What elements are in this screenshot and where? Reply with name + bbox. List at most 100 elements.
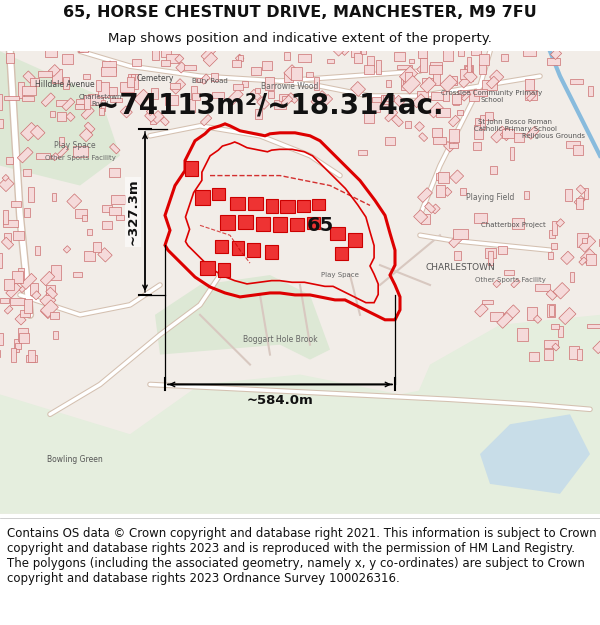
Bar [211, 73, 218, 81]
Bar [436, 185, 445, 197]
Bar [475, 125, 482, 139]
Bar [527, 308, 537, 321]
Bar [11, 201, 21, 208]
Bar [98, 248, 112, 262]
Bar [35, 246, 40, 254]
Polygon shape [400, 315, 600, 514]
Bar [579, 236, 596, 252]
Polygon shape [195, 191, 210, 206]
Bar [242, 81, 248, 87]
Polygon shape [312, 199, 325, 211]
Bar [580, 249, 596, 264]
Bar [11, 348, 16, 362]
Bar [6, 53, 14, 63]
Bar [232, 60, 241, 67]
Polygon shape [297, 201, 310, 212]
Bar [574, 196, 585, 206]
Bar [479, 54, 489, 65]
Bar [335, 39, 347, 51]
Bar [443, 141, 454, 152]
Bar [110, 98, 122, 102]
Bar [551, 324, 559, 329]
Bar [20, 309, 30, 317]
Bar [419, 132, 428, 142]
Bar [62, 54, 73, 64]
Bar [450, 170, 464, 184]
Bar [421, 214, 430, 224]
Text: Religious Grounds: Religious Grounds [521, 132, 584, 139]
Bar [529, 352, 539, 361]
Bar [1, 238, 14, 249]
Bar [24, 208, 30, 217]
Bar [88, 94, 103, 104]
Bar [0, 94, 2, 109]
Bar [31, 283, 38, 296]
Bar [415, 122, 424, 131]
Bar [23, 71, 35, 83]
Bar [370, 102, 380, 112]
Bar [458, 50, 464, 56]
Bar [46, 285, 55, 295]
Bar [31, 125, 45, 139]
Text: Barrowie Wood: Barrowie Wood [262, 81, 319, 91]
Bar [268, 91, 274, 98]
Bar [404, 81, 412, 88]
Bar [433, 71, 440, 85]
Bar [66, 112, 75, 121]
Bar [393, 95, 405, 107]
Bar [110, 144, 120, 154]
Bar [428, 102, 443, 118]
Bar [166, 54, 179, 63]
Bar [433, 137, 446, 144]
Bar [109, 168, 119, 177]
Bar [425, 202, 436, 213]
Bar [175, 54, 184, 63]
Bar [101, 100, 105, 111]
Bar [51, 264, 61, 280]
Bar [587, 86, 593, 96]
Bar [525, 79, 534, 91]
Polygon shape [280, 201, 295, 213]
Bar [94, 241, 101, 252]
Bar [0, 177, 14, 192]
Bar [454, 251, 461, 260]
Bar [6, 157, 13, 164]
Bar [535, 284, 550, 291]
Bar [440, 75, 457, 92]
Bar [227, 89, 243, 105]
Bar [460, 69, 467, 79]
Bar [364, 65, 374, 74]
Bar [461, 91, 471, 101]
Bar [82, 216, 87, 221]
Bar [480, 115, 485, 129]
Polygon shape [248, 198, 263, 211]
Bar [250, 89, 261, 101]
Bar [430, 62, 442, 69]
Polygon shape [230, 198, 245, 211]
Bar [517, 328, 529, 341]
Polygon shape [290, 218, 304, 231]
Polygon shape [266, 199, 278, 213]
Bar [314, 77, 319, 91]
Bar [381, 95, 391, 104]
Bar [131, 59, 141, 66]
Bar [40, 271, 55, 286]
Bar [367, 56, 374, 66]
Text: St John Bosco Roman
Catholic Primary School: St John Bosco Roman Catholic Primary Sch… [473, 119, 557, 132]
Bar [464, 69, 477, 83]
Bar [385, 137, 395, 145]
Bar [254, 109, 262, 119]
Bar [546, 289, 557, 300]
Bar [6, 282, 21, 298]
Bar [544, 340, 558, 348]
Bar [466, 66, 472, 72]
Bar [108, 87, 117, 95]
Text: ~74113m²/~18.314ac.: ~74113m²/~18.314ac. [96, 92, 444, 120]
Bar [586, 254, 596, 264]
Bar [553, 282, 569, 299]
Bar [320, 94, 332, 107]
Bar [22, 96, 34, 101]
Polygon shape [220, 216, 235, 230]
Bar [101, 221, 112, 229]
Bar [401, 78, 407, 90]
